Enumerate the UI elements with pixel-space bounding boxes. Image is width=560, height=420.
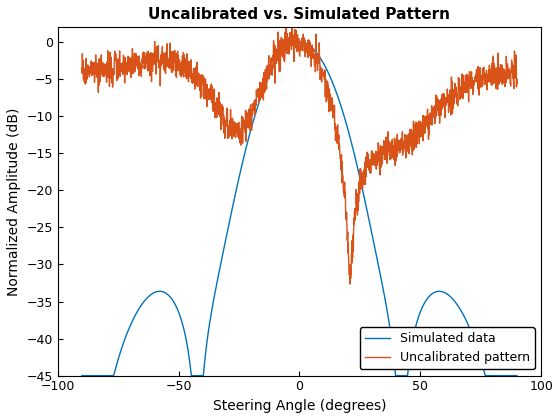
Simulated data [132, 312, 139, 317]
Uncalibrated pattern [132, 63, 139, 68]
Line: Uncalibrated pattern: Uncalibrated pattern [82, 27, 517, 284]
Uncalibrated pattern [288, 25, 295, 30]
X-axis label: Steering Angle (degrees): Steering Angle (degrees) [213, 399, 386, 413]
Simulated data [275, 56, 282, 61]
Uncalibrated pattern [514, 81, 520, 86]
Simulated data [296, 39, 303, 45]
Uncalibrated pattern [90, 66, 97, 71]
Uncalibrated pattern [218, 109, 225, 114]
Line: Simulated data: Simulated data [82, 42, 517, 375]
Simulated data [90, 373, 97, 378]
Uncalibrated pattern [403, 154, 409, 159]
Legend: Simulated data, Uncalibrated pattern: Simulated data, Uncalibrated pattern [360, 327, 535, 369]
Simulated data [78, 373, 85, 378]
Simulated data [222, 241, 228, 246]
Uncalibrated pattern [222, 136, 228, 141]
Simulated data [514, 373, 520, 378]
Simulated data [403, 373, 409, 378]
Uncalibrated pattern [78, 66, 85, 71]
Title: Uncalibrated vs. Simulated Pattern: Uncalibrated vs. Simulated Pattern [148, 7, 450, 22]
Simulated data [218, 260, 225, 265]
Y-axis label: Normalized Amplitude (dB): Normalized Amplitude (dB) [7, 107, 21, 296]
Uncalibrated pattern [275, 47, 282, 52]
Uncalibrated pattern [347, 281, 353, 286]
